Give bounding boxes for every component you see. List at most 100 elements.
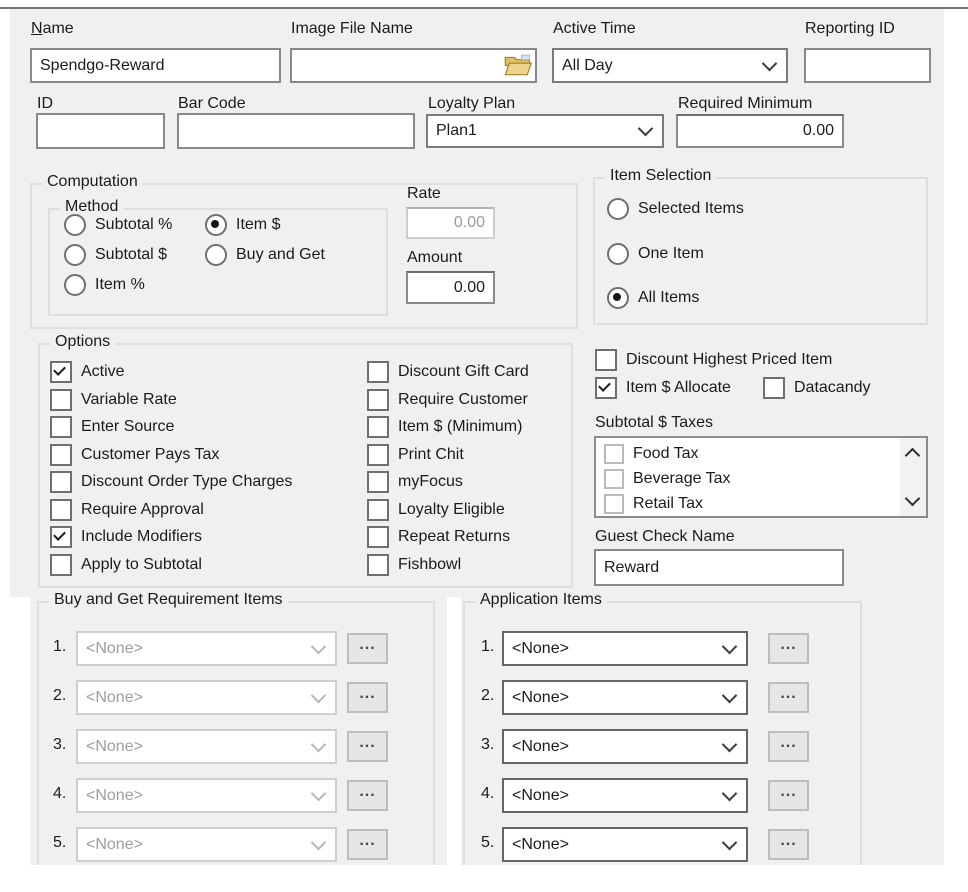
checkbox-discount-highest-priced-item[interactable]: Discount Highest Priced Item: [595, 349, 832, 371]
radio-item-dollar[interactable]: Item $: [205, 214, 280, 236]
checkbox-myfocus[interactable]: myFocus: [367, 471, 463, 493]
radio-circle: [205, 244, 227, 266]
checkbox-label: Require Customer: [398, 391, 528, 408]
application-browse-button-5[interactable]: ...: [768, 829, 809, 860]
listbox-item-beverage-tax[interactable]: Beverage Tax: [604, 469, 731, 489]
listbox-item-food-tax[interactable]: Food Tax: [604, 444, 699, 464]
combo-value: <None>: [512, 835, 569, 853]
checkbox-require-approval[interactable]: Require Approval: [50, 499, 204, 521]
checkbox-box: [367, 416, 389, 438]
application-combo-1[interactable]: <None>: [502, 631, 748, 666]
checkbox-label: Variable Rate: [81, 391, 177, 408]
active-time-combo[interactable]: All Day: [552, 48, 788, 83]
checkbox-active[interactable]: Active: [50, 361, 125, 383]
loyalty-plan-combo[interactable]: Plan1: [426, 114, 664, 148]
buy-get-browse-button-3[interactable]: ...: [347, 731, 388, 762]
buy-get-browse-button-2[interactable]: ...: [347, 682, 388, 713]
combo-value: <None>: [86, 786, 143, 804]
chevron-down-icon: [310, 785, 327, 801]
checkbox-customer-pays-tax[interactable]: Customer Pays Tax: [50, 444, 219, 466]
amount-input[interactable]: 0.00: [406, 271, 495, 304]
checkbox-enter-source[interactable]: Enter Source: [50, 416, 174, 438]
checkbox-label: Beverage Tax: [633, 470, 731, 487]
buy-get-combo-3[interactable]: <None>: [76, 729, 337, 764]
scroll-up-icon[interactable]: [904, 447, 921, 464]
checkbox-label: Include Modifiers: [81, 528, 202, 545]
required-minimum-input[interactable]: 0.00: [676, 114, 844, 148]
radio-all-items[interactable]: All Items: [607, 287, 699, 309]
buy-get-combo-5[interactable]: <None>: [76, 827, 337, 862]
rate-input: 0.00: [406, 207, 495, 239]
folder-icon: [503, 54, 533, 83]
radio-subtotal-percent[interactable]: Subtotal %: [64, 214, 172, 236]
id-label: ID: [37, 95, 53, 112]
amount-value: 0.00: [453, 278, 485, 296]
checkbox-discount-gift-card[interactable]: Discount Gift Card: [367, 361, 529, 383]
checkbox-apply-to-subtotal[interactable]: Apply to Subtotal: [50, 554, 202, 576]
radio-label: Item $: [236, 216, 281, 233]
radio-buy-and-get[interactable]: Buy and Get: [205, 244, 325, 266]
radio-subtotal-dollar[interactable]: Subtotal $: [64, 244, 167, 266]
application-browse-button-4[interactable]: ...: [768, 780, 809, 811]
checkbox-item-dollar-allocate[interactable]: Item $ Allocate: [595, 377, 731, 399]
application-browse-button-1[interactable]: ...: [768, 633, 809, 664]
radio-one-item[interactable]: One Item: [607, 243, 704, 265]
checkbox-variable-rate[interactable]: Variable Rate: [50, 389, 177, 411]
checkbox-box: [595, 377, 617, 399]
checkbox-box: [50, 416, 72, 438]
radio-circle: [205, 214, 227, 236]
checkbox-require-customer[interactable]: Require Customer: [367, 389, 528, 411]
application-combo-5[interactable]: <None>: [502, 827, 748, 862]
checkbox-print-chit[interactable]: Print Chit: [367, 444, 464, 466]
checkbox-box: [367, 444, 389, 466]
checkbox-label: Discount Order Type Charges: [81, 473, 293, 490]
radio-circle: [64, 274, 86, 296]
amount-label: Amount: [407, 249, 463, 266]
application-combo-4[interactable]: <None>: [502, 778, 748, 813]
checkbox-loyalty-eligible[interactable]: Loyalty Eligible: [367, 499, 505, 521]
image-file-name-input[interactable]: [290, 48, 537, 83]
application-items-group: Application Items: [463, 591, 862, 865]
buy-get-combo-4[interactable]: <None>: [76, 778, 337, 813]
listbox-item-retail-tax[interactable]: Retail Tax: [604, 494, 703, 514]
radio-item-percent[interactable]: Item %: [64, 274, 145, 296]
id-input[interactable]: [36, 113, 165, 149]
radio-circle: [607, 287, 629, 309]
checkbox-label: Discount Highest Priced Item: [626, 351, 833, 368]
browse-image-button[interactable]: [503, 52, 533, 79]
checkbox-box: [50, 361, 72, 383]
reporting-id-input[interactable]: [804, 48, 931, 83]
splitter-gap-middle: [447, 597, 461, 865]
checkbox-item-dollar-minimum[interactable]: Item $ (Minimum): [367, 416, 522, 438]
checkbox-datacandy[interactable]: Datacandy: [763, 377, 871, 399]
radio-label: One Item: [638, 245, 704, 262]
radio-circle: [607, 198, 629, 220]
application-browse-button-3[interactable]: ...: [768, 731, 809, 762]
radio-selected-items[interactable]: Selected Items: [607, 198, 744, 220]
bar-code-input[interactable]: [177, 113, 415, 149]
buy-get-browse-button-4[interactable]: ...: [347, 780, 388, 811]
checkbox-box: [50, 389, 72, 411]
subtotal-taxes-listbox[interactable]: Food Tax Beverage Tax Retail Tax: [594, 436, 928, 518]
application-browse-button-2[interactable]: ...: [768, 682, 809, 713]
buy-get-browse-button-5[interactable]: ...: [347, 829, 388, 860]
checkbox-repeat-returns[interactable]: Repeat Returns: [367, 526, 510, 548]
application-combo-2[interactable]: <None>: [502, 680, 748, 715]
checkbox-discount-order-type-charges[interactable]: Discount Order Type Charges: [50, 471, 292, 493]
reporting-id-label: Reporting ID: [805, 20, 895, 37]
combo-value: <None>: [86, 737, 143, 755]
buy-get-browse-button-1[interactable]: ...: [347, 633, 388, 664]
listbox-scrollbar[interactable]: [900, 438, 926, 516]
guest-check-name-input[interactable]: Reward: [594, 549, 844, 586]
buy-get-combo-1[interactable]: <None>: [76, 631, 337, 666]
name-input[interactable]: Spendgo-Reward: [30, 48, 281, 83]
checkbox-include-modifiers[interactable]: Include Modifiers: [50, 526, 202, 548]
buy-get-combo-2[interactable]: <None>: [76, 680, 337, 715]
checkbox-fishbowl[interactable]: Fishbowl: [367, 554, 461, 576]
item-selection-group-title: Item Selection: [605, 167, 717, 185]
scroll-down-icon[interactable]: [904, 490, 921, 507]
required-minimum-value: 0.00: [802, 122, 834, 139]
application-combo-3[interactable]: <None>: [502, 729, 748, 764]
guest-check-name-label: Guest Check Name: [595, 528, 735, 545]
radio-label: Item %: [95, 276, 145, 293]
